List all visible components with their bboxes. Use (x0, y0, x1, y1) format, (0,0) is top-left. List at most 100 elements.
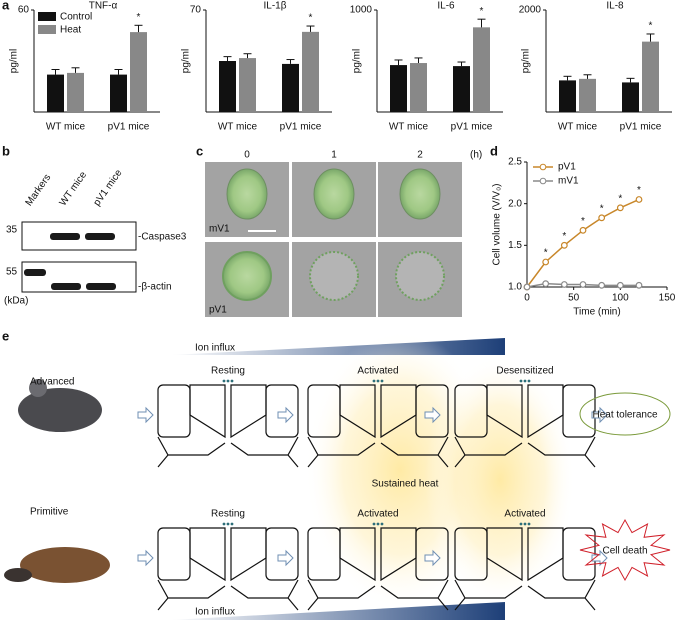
platypus (20, 547, 110, 583)
ion (376, 379, 380, 383)
marker (560, 241, 568, 249)
bar (110, 74, 127, 112)
lane-label: pV1 mice (92, 167, 125, 208)
state-label: Activated (357, 509, 398, 520)
ion (226, 379, 230, 383)
legend-label: mV1 (558, 176, 579, 187)
bar (239, 58, 256, 112)
cell (395, 251, 445, 301)
legend-label: Control (60, 12, 92, 23)
channel-pore (189, 384, 267, 439)
marker (635, 281, 643, 289)
significance: * (544, 248, 548, 259)
lane-label: WT mice (58, 169, 90, 208)
outcome-label: Heat tolerance (592, 410, 657, 421)
arrow (137, 406, 154, 424)
protein-label: -β-actin (138, 282, 172, 293)
bar (622, 82, 639, 112)
marker (635, 196, 643, 203)
channel-base (454, 436, 596, 468)
protein-label: -Caspase3 (138, 232, 187, 243)
band (85, 233, 115, 240)
marker (523, 283, 531, 291)
bar (473, 27, 490, 113)
time-label: 2 (417, 150, 423, 161)
ion (226, 522, 230, 526)
channel-base (454, 579, 596, 611)
significance: * (309, 13, 313, 24)
channel-pore (339, 527, 417, 582)
chart-title: IL-8 (606, 1, 624, 12)
y-tick-label: 2000 (519, 5, 542, 16)
y-axis-label: pg/ml (181, 49, 192, 73)
x-tick-label: 150 (659, 293, 676, 304)
marker (616, 281, 624, 289)
y-axis-label: pg/ml (521, 49, 532, 73)
y-tick-label: 2.0 (508, 198, 522, 209)
influx-bar (170, 602, 505, 620)
y-tick-label: 70 (190, 5, 202, 16)
ion (372, 522, 376, 526)
outcome-shape (579, 392, 671, 436)
bar (453, 66, 470, 112)
band (86, 283, 116, 290)
channel-side (265, 527, 299, 581)
time-unit: (h) (470, 150, 482, 161)
unit: (kDa) (4, 296, 28, 307)
arrow (591, 406, 608, 424)
arrow (591, 549, 608, 567)
ion (372, 379, 376, 383)
ion (222, 379, 226, 383)
x-tick-label: pV1 mice (620, 122, 662, 133)
mouse-ear (29, 379, 47, 397)
panel-letter: e (2, 328, 9, 343)
significance: * (581, 216, 585, 227)
bar (579, 78, 596, 112)
line (526, 198, 640, 288)
state-label: Activated (504, 509, 545, 520)
outcome-label: Cell death (602, 546, 647, 557)
x-tick-label: 100 (612, 293, 629, 304)
channel-base (157, 436, 299, 468)
bar (642, 41, 659, 113)
row-label: mV1 (209, 224, 230, 235)
x-tick-label: pV1 mice (108, 122, 150, 133)
ion (523, 379, 527, 383)
x-tick-label: 0 (524, 293, 530, 304)
ion (380, 379, 384, 383)
time-label: 1 (331, 150, 337, 161)
cell (313, 168, 355, 220)
legend-label: pV1 (558, 162, 576, 173)
channel-pore (189, 527, 267, 582)
marker-size: 35 (6, 225, 18, 236)
channel-side (265, 384, 299, 438)
mouse (18, 388, 102, 432)
ion (230, 379, 234, 383)
significance: * (618, 193, 622, 204)
bar (302, 31, 319, 112)
influx-label: Ion influx (195, 343, 235, 354)
significance: * (562, 231, 566, 242)
band (24, 269, 46, 276)
ion (527, 522, 531, 526)
arrow (277, 406, 294, 424)
y-tick-label: 2.5 (508, 157, 522, 168)
marker (616, 204, 624, 212)
ion (527, 379, 531, 383)
chart-title: IL-1β (264, 1, 287, 12)
y-axis-label: pg/ml (9, 49, 20, 73)
bar (67, 72, 84, 112)
significance: * (600, 203, 604, 214)
significance: * (649, 21, 653, 32)
y-tick-label: 60 (18, 5, 30, 16)
x-tick-label: WT mice (46, 122, 86, 133)
x-tick-label: WT mice (218, 122, 258, 133)
marker (542, 280, 550, 288)
state-label: Activated (357, 366, 398, 377)
channel-pore (339, 384, 417, 439)
y-tick-label: 1000 (350, 5, 373, 16)
channel-pore (486, 527, 564, 582)
x-tick-label: pV1 mice (451, 122, 493, 133)
ion (380, 522, 384, 526)
marker (579, 281, 587, 288)
